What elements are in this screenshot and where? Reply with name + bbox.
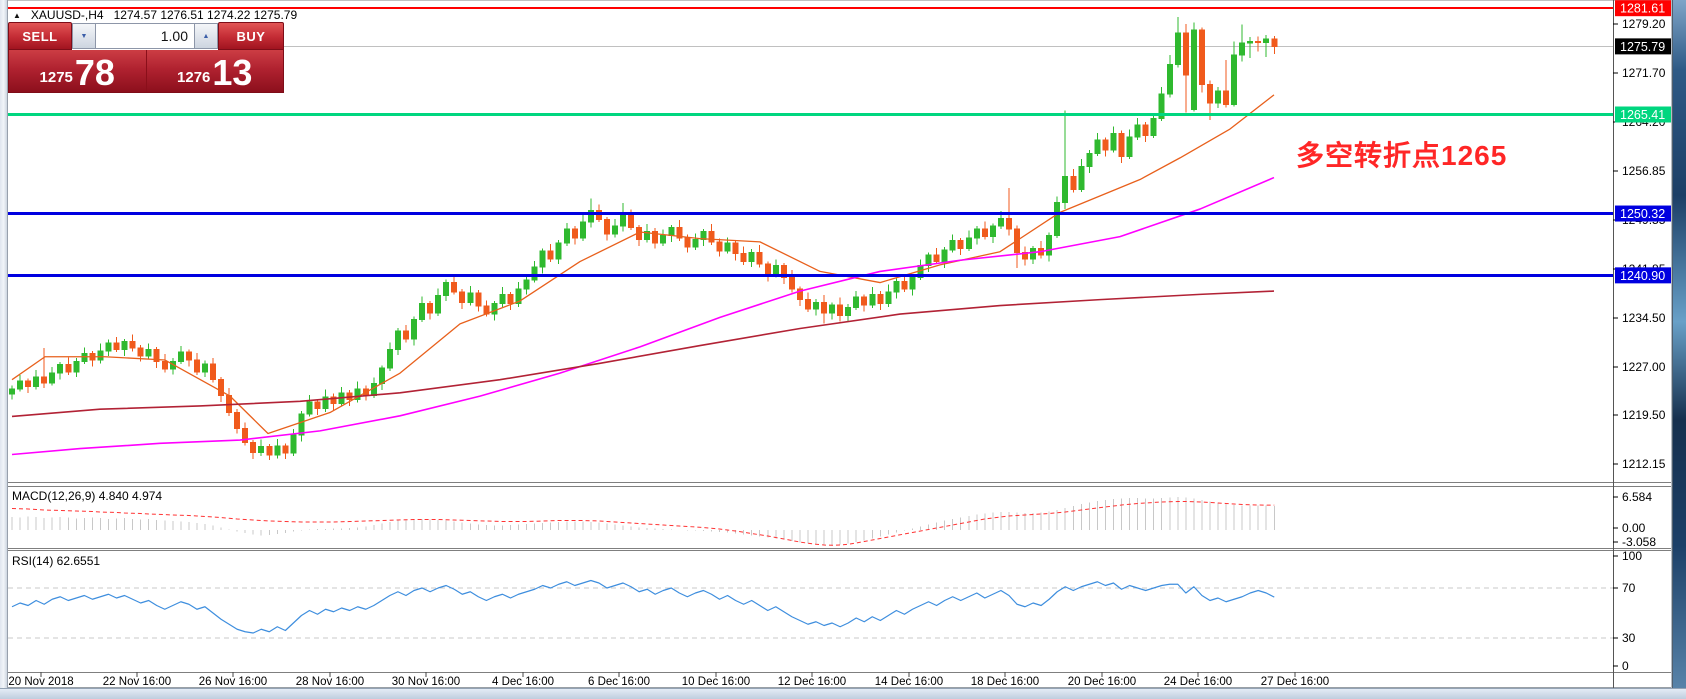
slow-ma-line	[11, 290, 1275, 418]
chevron-up-icon: ▲	[202, 32, 210, 40]
svg-text:1279.20: 1279.20	[1622, 17, 1666, 31]
buy-price-small: 1276	[177, 69, 211, 86]
svg-text:26 Nov 16:00: 26 Nov 16:00	[199, 676, 267, 688]
svg-text:70: 70	[1622, 581, 1636, 595]
rsi-indicator-label: RSI(14) 62.6551	[12, 554, 101, 568]
volume-decrease-button[interactable]: ▼	[72, 23, 96, 49]
svg-text:20 Nov 2018: 20 Nov 2018	[8, 676, 73, 688]
window-left-border	[0, 0, 8, 699]
svg-text:6.584: 6.584	[1622, 490, 1652, 504]
ohlc-quotes: 1274.57 1276.51 1274.22 1275.79	[113, 8, 298, 22]
svg-text:-3.058: -3.058	[1622, 535, 1656, 549]
macd-pane: 6.584 0.00-3.058	[11, 490, 1656, 549]
chart-header: ▲ XAUUSD-,H4 1274.57 1276.51 1274.22 127…	[13, 7, 297, 23]
svg-text:20 Dec 16:00: 20 Dec 16:00	[1068, 676, 1136, 688]
svg-text:22 Nov 16:00: 22 Nov 16:00	[103, 676, 171, 688]
price-axis[interactable]: 1279.201271.701264.201256.851249.551241.…	[1613, 0, 1671, 471]
window-bottom-border	[0, 688, 1686, 699]
svg-text:28 Nov 16:00: 28 Nov 16:00	[296, 676, 364, 688]
svg-text:30: 30	[1622, 631, 1636, 645]
svg-text:100: 100	[1622, 549, 1642, 563]
price-badge: 1250.32	[1615, 205, 1671, 222]
symbol-title: XAUUSD-,H4	[30, 8, 104, 22]
svg-text:1271.70: 1271.70	[1622, 66, 1666, 80]
analyst-annotation: 多空转折点1265	[1296, 140, 1508, 171]
sell-price[interactable]: 1275 78	[9, 50, 147, 92]
rsi-pane: 100 70 30 0	[8, 549, 1642, 673]
svg-text:1275.79: 1275.79	[1620, 40, 1665, 54]
collapse-panel-icon[interactable]: ▲	[13, 10, 21, 20]
buy-price-big: 13	[212, 52, 253, 94]
svg-text:24 Dec 16:00: 24 Dec 16:00	[1164, 676, 1232, 688]
price-badge: 1275.79	[1615, 38, 1671, 55]
price-badge: 1281.61	[1615, 0, 1671, 17]
svg-text:10 Dec 16:00: 10 Dec 16:00	[682, 676, 750, 688]
buy-button[interactable]: BUY	[218, 22, 284, 50]
buy-price[interactable]: 1276 13	[147, 50, 284, 92]
svg-text:1240.90: 1240.90	[1620, 269, 1665, 283]
horizontal-level-lines[interactable]	[8, 7, 1613, 277]
svg-text:27 Dec 16:00: 27 Dec 16:00	[1261, 676, 1329, 688]
pane-borders	[7, 0, 1672, 688]
svg-text:1250.32: 1250.32	[1620, 207, 1665, 221]
svg-text:1234.50: 1234.50	[1622, 311, 1666, 325]
volume-increase-button[interactable]: ▲	[194, 23, 218, 49]
candlestick-series	[9, 16, 1278, 460]
sell-price-small: 1275	[39, 69, 73, 86]
svg-text:18 Dec 16:00: 18 Dec 16:00	[971, 676, 1039, 688]
svg-text:30 Nov 16:00: 30 Nov 16:00	[392, 676, 460, 688]
time-axis[interactable]: 20 Nov 2018 22 Nov 16:00 26 Nov 16:00 28 No…	[8, 672, 1329, 688]
svg-text:14 Dec 16:00: 14 Dec 16:00	[875, 676, 943, 688]
volume-input[interactable]	[96, 23, 194, 49]
sell-price-big: 78	[74, 52, 115, 94]
svg-text:1281.61: 1281.61	[1620, 2, 1665, 16]
svg-text:1265.41: 1265.41	[1620, 108, 1665, 122]
svg-text:1219.50: 1219.50	[1622, 408, 1666, 422]
fast-ma-line	[11, 94, 1275, 435]
price-badge: 1265.41	[1615, 106, 1671, 123]
chevron-down-icon: ▼	[80, 32, 88, 40]
svg-text:1256.85: 1256.85	[1622, 164, 1666, 178]
svg-text:0: 0	[1622, 659, 1629, 673]
sell-button[interactable]: SELL	[8, 22, 72, 50]
one-click-trade-panel: SELL ▼ ▲ BUY 1275 78 1276 13	[8, 22, 284, 93]
window-right-border[interactable]	[1672, 0, 1686, 699]
mid-ma-line	[11, 176, 1275, 456]
svg-text:1227.00: 1227.00	[1622, 360, 1666, 374]
macd-indicator-label: MACD(12,26,9) 4.840 4.974	[12, 489, 163, 503]
svg-text:4 Dec 16:00: 4 Dec 16:00	[492, 676, 554, 688]
svg-text:12 Dec 16:00: 12 Dec 16:00	[778, 676, 846, 688]
svg-text:6 Dec 16:00: 6 Dec 16:00	[588, 676, 650, 688]
price-badge: 1240.90	[1615, 267, 1671, 284]
svg-text:1212.15: 1212.15	[1622, 457, 1666, 471]
svg-text:0.00: 0.00	[1622, 521, 1646, 535]
